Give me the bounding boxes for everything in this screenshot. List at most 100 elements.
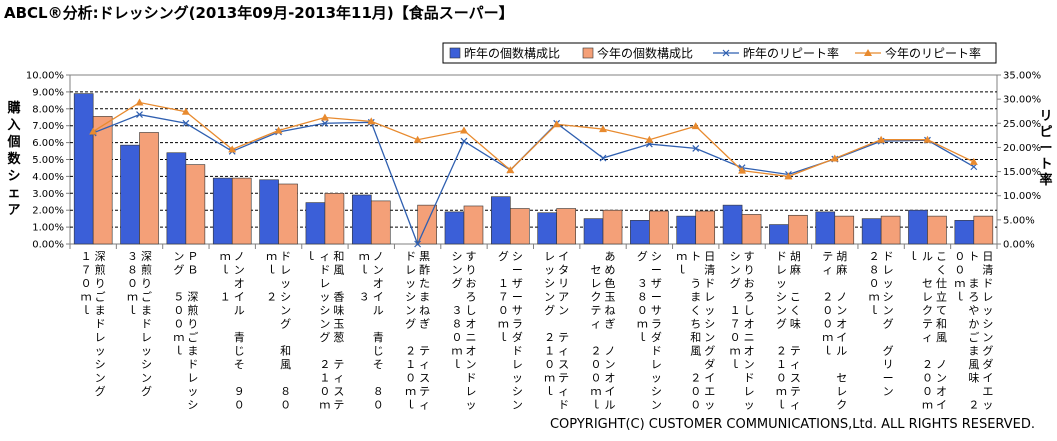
category-label-char: じ (373, 345, 384, 358)
category-label-char: ｌ (81, 304, 92, 317)
category-label-char: シ (405, 291, 416, 304)
category-label-char: イ (836, 331, 847, 344)
category-label-char: ｌ (220, 264, 231, 277)
category-label-char: ２ (968, 399, 979, 412)
category-label-char: ト (968, 250, 979, 263)
category-label-char: ス (790, 372, 801, 385)
category-label-char: ２ (869, 250, 880, 263)
category-label-char: 胡 (836, 249, 847, 263)
bar-this-year-17 (880, 215, 901, 245)
category-label-char: ク (836, 399, 847, 412)
bar-this-year-5 (324, 193, 345, 245)
category-label-char: テ (558, 372, 569, 385)
category-label-char: か (968, 318, 979, 331)
category-label-char: ダ (512, 330, 523, 344)
category-label-char: ０ (544, 358, 555, 371)
category-label-char: シ (982, 318, 993, 331)
category-label-char: シ (651, 385, 662, 398)
category-label-char: ン (451, 264, 462, 277)
category-label-char: ッ (141, 345, 152, 358)
category-label-char: ０ (776, 372, 787, 385)
category-label-char: 青 (234, 331, 245, 344)
category-label-char (822, 277, 833, 290)
y-axis-title-char: シ (7, 169, 20, 184)
category-label-char: テ (333, 399, 344, 412)
category-label-char: ｍ (954, 277, 965, 290)
category-label-char: ０ (234, 399, 245, 412)
y-axis-title-char: 数 (7, 151, 21, 167)
marker-this-year-13 (691, 122, 700, 130)
category-label-char: ０ (127, 277, 138, 290)
y-tick-label: 8.00% (32, 104, 64, 115)
category-label-char (173, 277, 184, 290)
category-label-char: ２ (822, 291, 833, 304)
y2-tick-label: 15.00% (1003, 167, 1041, 178)
category-label-char (936, 345, 947, 358)
y2-axis-title-char: 率 (1039, 172, 1052, 188)
category-label-char: ン (280, 304, 291, 317)
marker-last-year-7 (414, 240, 422, 248)
category-label-char: テ (790, 345, 801, 358)
category-label-char: あ (605, 250, 616, 263)
category-label-char (187, 277, 198, 290)
category-label-char: テ (419, 345, 430, 358)
category-label-char: ま (95, 304, 106, 317)
y-tick-label: 6.00% (32, 138, 64, 149)
category-label-char: イ (982, 372, 993, 385)
category-label-char: 深 (95, 250, 106, 263)
y-tick-label: 3.00% (32, 189, 64, 200)
bar-this-year-16 (834, 215, 855, 245)
bar-this-year-3 (231, 177, 252, 245)
category-label-char: す (744, 250, 755, 263)
category-label-char: 色 (605, 276, 616, 290)
category-label-char: ０ (280, 399, 291, 412)
category-label-char: ド (704, 277, 715, 290)
category-label-char: シ (776, 291, 787, 304)
y-axis-title-char: 購 (6, 100, 20, 116)
category-label-char: ｍ (266, 250, 277, 263)
category-label-char: シ (141, 358, 152, 371)
category-label-char: セ (836, 372, 847, 385)
category-label-char: ０ (637, 304, 648, 317)
marker-last-year-1 (136, 111, 143, 119)
bar-this-year-19 (973, 215, 994, 245)
category-label-char: ン (95, 372, 106, 385)
category-label-char: Ｂ (187, 264, 198, 277)
y-tick-label: 10.00% (26, 71, 64, 82)
category-label-char: ド (187, 358, 198, 371)
category-label-char: ド (558, 399, 569, 412)
category-label-char: ご (187, 330, 198, 344)
category-label-char: ｍ (869, 291, 880, 304)
category-label-char: レ (187, 372, 198, 385)
category-label-char: ド (776, 250, 787, 263)
category-label-char: オ (744, 318, 755, 331)
category-label-char: グ (544, 303, 555, 317)
category-label-char: お (744, 277, 755, 290)
category-label-char: ン (512, 399, 523, 412)
category-label-char: ｌ (451, 358, 462, 371)
category-label-char: ｍ (319, 399, 330, 412)
category-label-char: シ (704, 318, 715, 331)
bar-last-year-0 (73, 93, 94, 245)
category-label-char: 味 (333, 304, 344, 317)
category-label-char: ン (982, 331, 993, 344)
bar-this-year-13 (695, 210, 716, 245)
category-label-char: く (936, 264, 947, 277)
category-label-char: グ (776, 317, 787, 331)
category-label-char: レ (836, 385, 847, 398)
category-label-char: オ (744, 345, 755, 358)
category-label-char: 煎 (187, 303, 198, 317)
bar-last-year-5 (305, 202, 326, 245)
category-label-char: ダ (982, 357, 993, 371)
category-label-char: ｍ (359, 250, 370, 263)
category-label-char: ９ (234, 385, 245, 398)
category-label-char: テ (790, 385, 801, 398)
category-label-char: ０ (81, 277, 92, 290)
category-label-char: ７ (81, 264, 92, 277)
legend-marker-2 (722, 49, 730, 57)
page-title: ABCL®分析:ドレッシング(2013年09月-2013年11月)【食品スーパー… (4, 4, 514, 22)
category-label-char: ７ (498, 291, 509, 304)
